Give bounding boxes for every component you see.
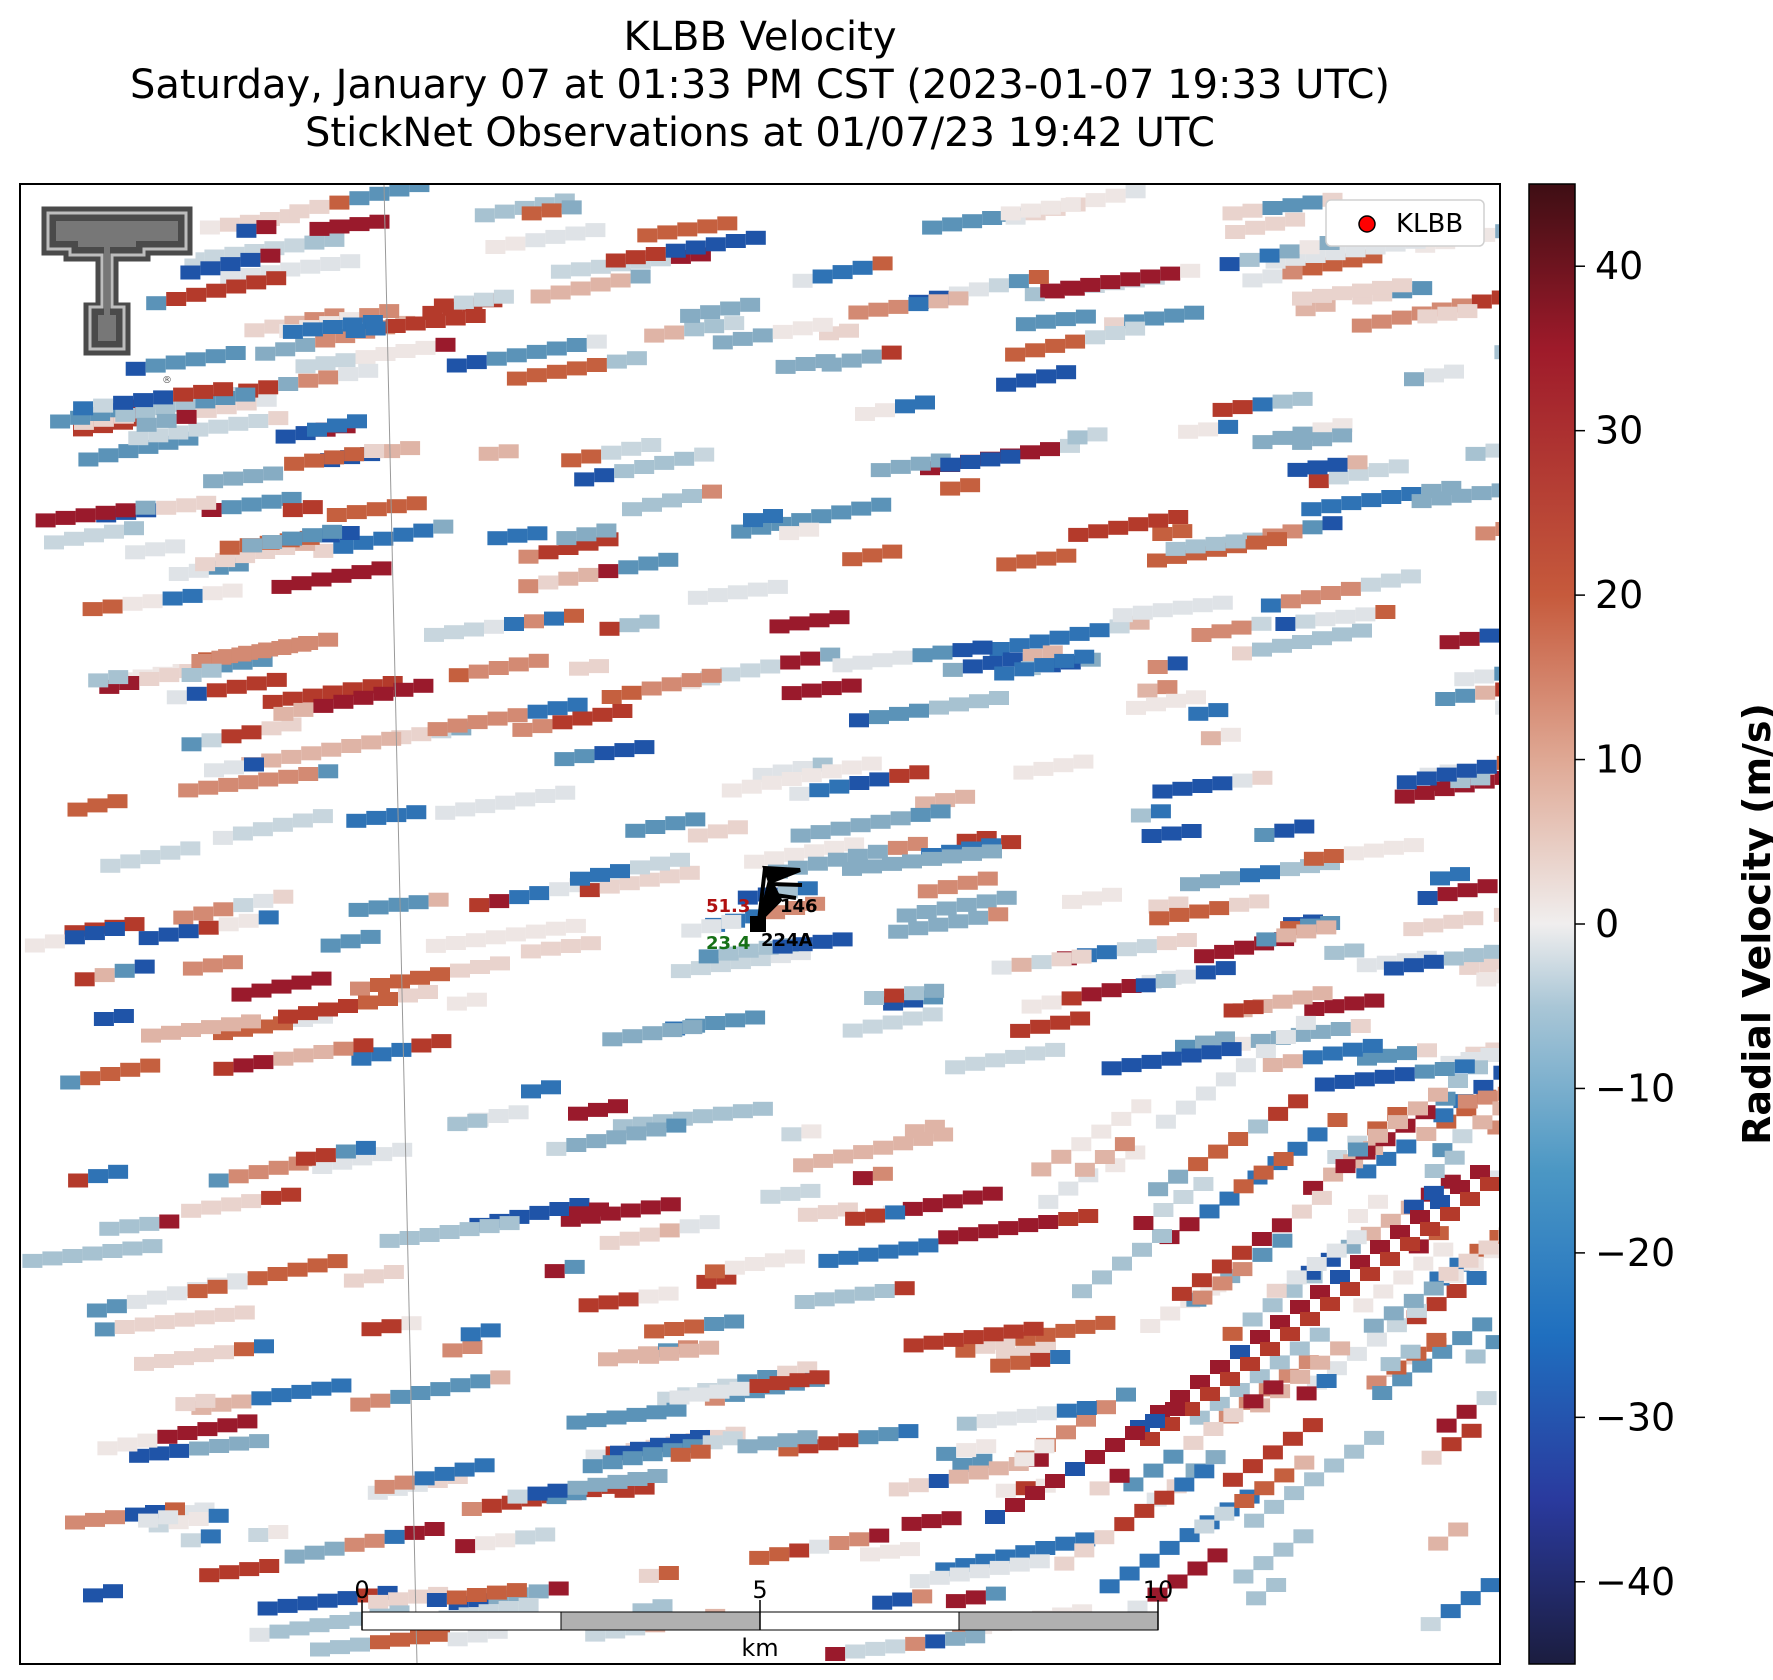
velocity-pixels: [22, 184, 1500, 1661]
sticknet-station[interactable]: 51.3 146 23.4 224A: [706, 865, 818, 954]
scale-unit: km: [741, 1634, 778, 1662]
colorbar-tick-label: 0: [1595, 902, 1619, 946]
scale-tick-10: 10: [1143, 1576, 1174, 1604]
klbb-marker-icon: [1358, 215, 1376, 233]
colorbar-ticks: 40 30 20 10 0 −10 −20 −30 −40: [1575, 244, 1675, 1604]
wind-barb-icon: [750, 865, 803, 932]
title-observations: StickNet Observations at 01/07/23 19:42 …: [305, 110, 1215, 156]
colorbar-tick-label: 30: [1595, 409, 1643, 453]
colorbar-tick-label: 10: [1595, 738, 1643, 782]
scale-bar: 0 5 10 km: [354, 1576, 1173, 1662]
title-datetime: Saturday, January 07 at 01:33 PM CST (20…: [129, 62, 1391, 108]
colorbar-tick-label: 20: [1595, 573, 1643, 617]
map-legend: KLBB: [1325, 199, 1485, 247]
station-dewpoint: 23.4: [706, 933, 750, 954]
double-t-logo: ®: [38, 203, 196, 386]
station-id: 224A: [761, 930, 813, 951]
colorbar-tick-label: −40: [1595, 1560, 1675, 1604]
legend-label: KLBB: [1396, 209, 1463, 239]
map-panel[interactable]: [19, 178, 1635, 1665]
station-temperature: 51.3: [706, 896, 750, 917]
colorbar-tick-label: 40: [1595, 244, 1643, 288]
scale-tick-5: 5: [752, 1576, 767, 1604]
title-radar: KLBB Velocity: [623, 14, 897, 60]
station-pressure: 146: [780, 896, 818, 917]
colorbar-tick-label: −20: [1595, 1231, 1675, 1275]
colorbar-tick-label: −30: [1595, 1395, 1675, 1439]
county-boundary: [383, 183, 418, 1665]
colorbar-label: Radial Velocity (m/s): [1735, 703, 1773, 1145]
velocity-colorbar: 40 30 20 10 0 −10 −20 −30 −40 Radial Velocity (m…: [1528, 183, 1773, 1665]
svg-text:®: ®: [162, 375, 172, 386]
colorbar-tick-label: −10: [1595, 1066, 1675, 1110]
colorbar-gradient: [1528, 183, 1576, 1665]
scale-tick-0: 0: [354, 1576, 369, 1604]
map-frame: [19, 183, 1501, 1665]
